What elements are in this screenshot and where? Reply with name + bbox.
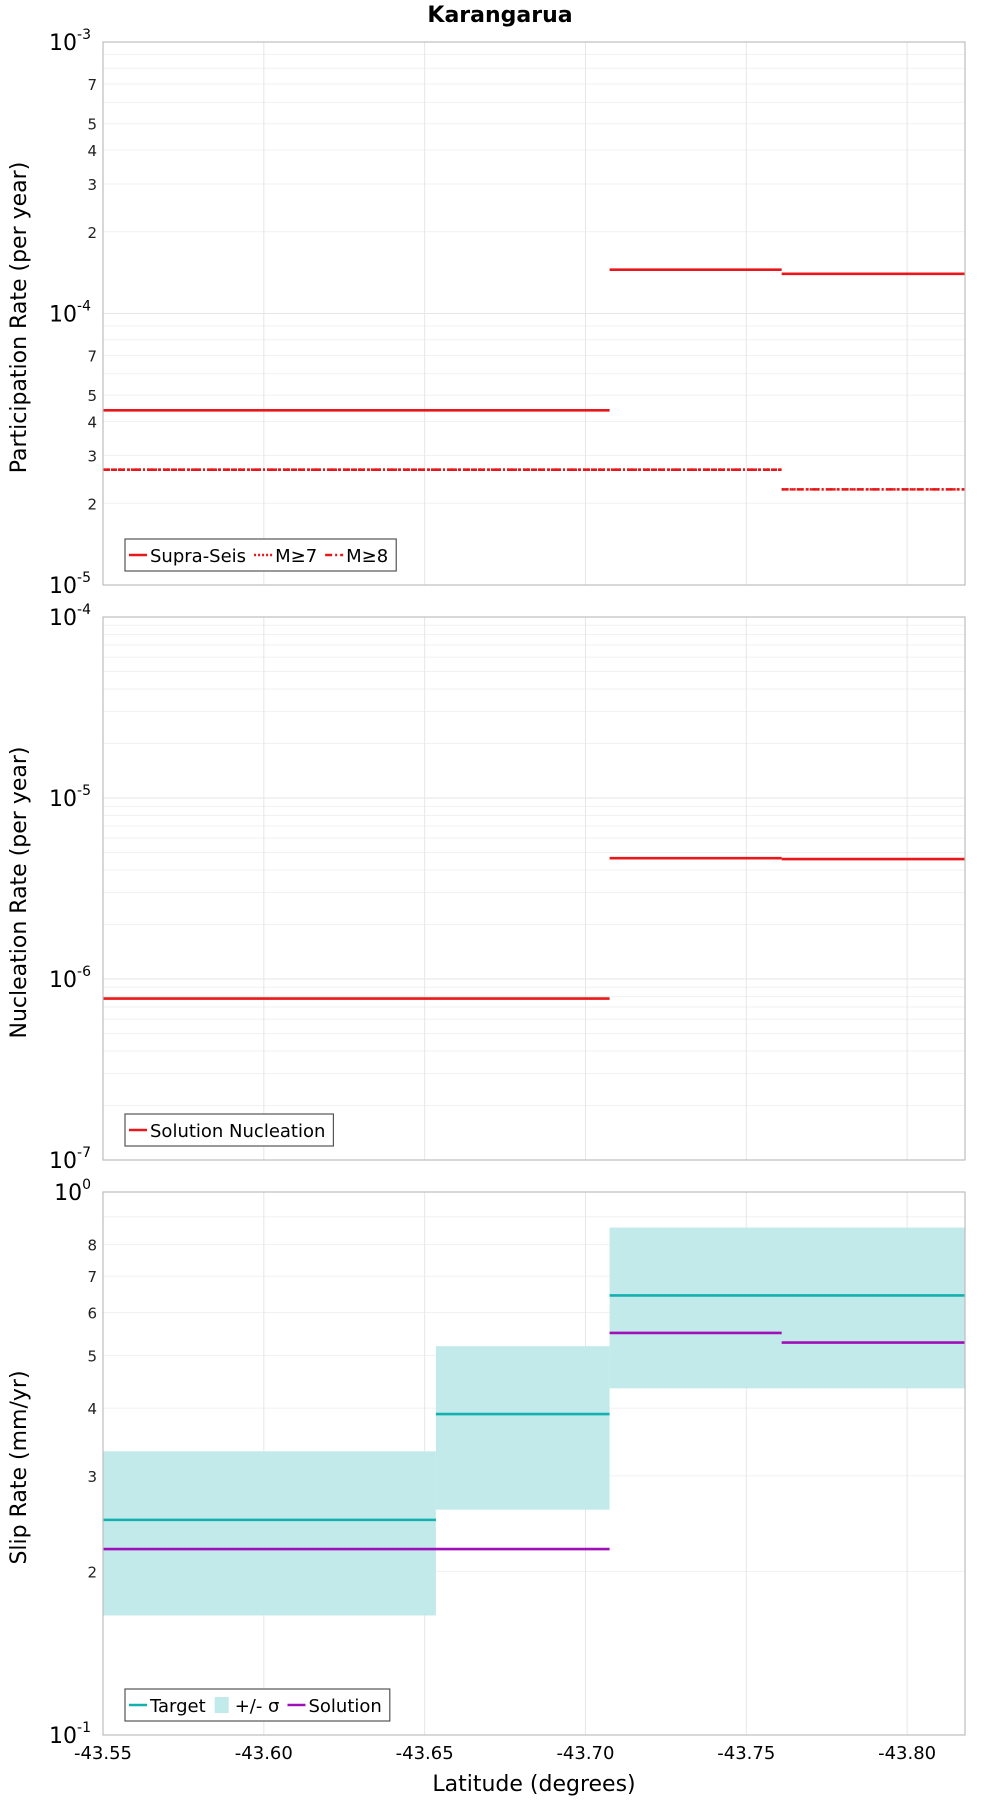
x-tick-label: -43.65 bbox=[396, 1743, 454, 1764]
x-tick-label: -43.60 bbox=[235, 1743, 293, 1764]
legend: Solution Nucleation bbox=[124, 1113, 335, 1147]
plot-frame bbox=[102, 1191, 966, 1736]
x-axis-title: Latitude (degrees) bbox=[432, 1772, 635, 1797]
legend-label: Target bbox=[149, 1696, 206, 1717]
y-minor-tick-label: 4 bbox=[87, 414, 97, 432]
y-minor-tick-label: 6 bbox=[87, 1304, 97, 1322]
sigma-band-segment bbox=[609, 1227, 965, 1389]
y-minor-tick-label: 5 bbox=[87, 387, 97, 405]
y-minor-tick-label: 4 bbox=[87, 1400, 97, 1418]
legend-label: +/- σ bbox=[235, 1696, 280, 1717]
y-tick-label: 10-6 bbox=[49, 964, 91, 993]
x-tick-label: -43.80 bbox=[878, 1743, 936, 1764]
y-minor-tick-label: 5 bbox=[87, 1347, 97, 1365]
y-minor-tick-label: 7 bbox=[87, 1268, 97, 1286]
legend-label: M≥8 bbox=[346, 546, 388, 567]
y-minor-tick-label: 7 bbox=[87, 76, 97, 94]
plot-frame bbox=[102, 616, 966, 1161]
y-minor-tick-label: 2 bbox=[87, 1564, 97, 1582]
legend-box bbox=[124, 1688, 391, 1722]
y-minor-tick-label: 3 bbox=[87, 447, 97, 465]
legend-swatch-patch bbox=[214, 1697, 229, 1713]
x-tick-label: -43.55 bbox=[74, 1743, 132, 1764]
subplot-3: 10-1 100 2 3 4 5 6 7 8 Slip Rate (mm/yr) Target +/-… bbox=[7, 1177, 966, 1749]
y-minor-tick-label: 2 bbox=[87, 495, 97, 513]
chart-title: Karangarua bbox=[427, 3, 572, 28]
y-minor-tick-label: 3 bbox=[87, 1468, 97, 1486]
y-axis-title: Slip Rate (mm/yr) bbox=[7, 1370, 32, 1564]
chart-panels: 10-5 10-4 10-3 2 3 4 5 7 2 3 4 5 7 Participation Rate… bbox=[7, 27, 966, 1764]
subplot-2: 10-7 10-6 10-5 10-4 Nucleation Rate (per yea… bbox=[7, 602, 966, 1174]
x-tick-label: -43.75 bbox=[717, 1743, 775, 1764]
legend-label: Supra-Seis bbox=[150, 546, 246, 567]
plot-frame bbox=[102, 41, 966, 586]
y-tick-label: 10-4 bbox=[49, 602, 91, 631]
y-tick-label: 10-1 bbox=[49, 1720, 91, 1749]
sigma-band-segment bbox=[103, 1451, 436, 1616]
legend-label: Solution bbox=[308, 1696, 381, 1717]
legend-label: Solution Nucleation bbox=[150, 1121, 325, 1142]
legend-box bbox=[124, 538, 397, 572]
legend-box bbox=[124, 1113, 335, 1147]
legend-label: M≥7 bbox=[275, 546, 317, 567]
sigma-band-segment bbox=[435, 1346, 610, 1510]
y-minor-tick-label: 7 bbox=[87, 348, 97, 366]
y-tick-label: 10-5 bbox=[49, 783, 91, 812]
legend: Target +/- σ Solution bbox=[124, 1688, 391, 1722]
y-minor-tick-label: 2 bbox=[87, 224, 97, 242]
y-tick-label: 10-5 bbox=[49, 570, 91, 599]
y-tick-label: 10-3 bbox=[49, 27, 91, 56]
legend: Supra-Seis M≥7 M≥8 bbox=[124, 538, 397, 572]
y-axis-title: Nucleation Rate (per year) bbox=[7, 747, 32, 1039]
y-minor-tick-label: 4 bbox=[87, 142, 97, 160]
x-tick-label: -43.70 bbox=[556, 1743, 614, 1764]
y-tick-label: 100 bbox=[54, 1177, 91, 1206]
subplot-1: 10-5 10-4 10-3 2 3 4 5 7 2 3 4 5 7 Participation Rate… bbox=[7, 27, 966, 599]
y-minor-tick-label: 3 bbox=[87, 176, 97, 194]
y-minor-tick-label: 8 bbox=[87, 1237, 97, 1255]
y-minor-tick-label: 5 bbox=[87, 116, 97, 134]
y-tick-label: 10-4 bbox=[49, 299, 91, 328]
y-tick-label: 10-7 bbox=[49, 1145, 91, 1174]
y-axis-title: Participation Rate (per year) bbox=[7, 162, 32, 474]
